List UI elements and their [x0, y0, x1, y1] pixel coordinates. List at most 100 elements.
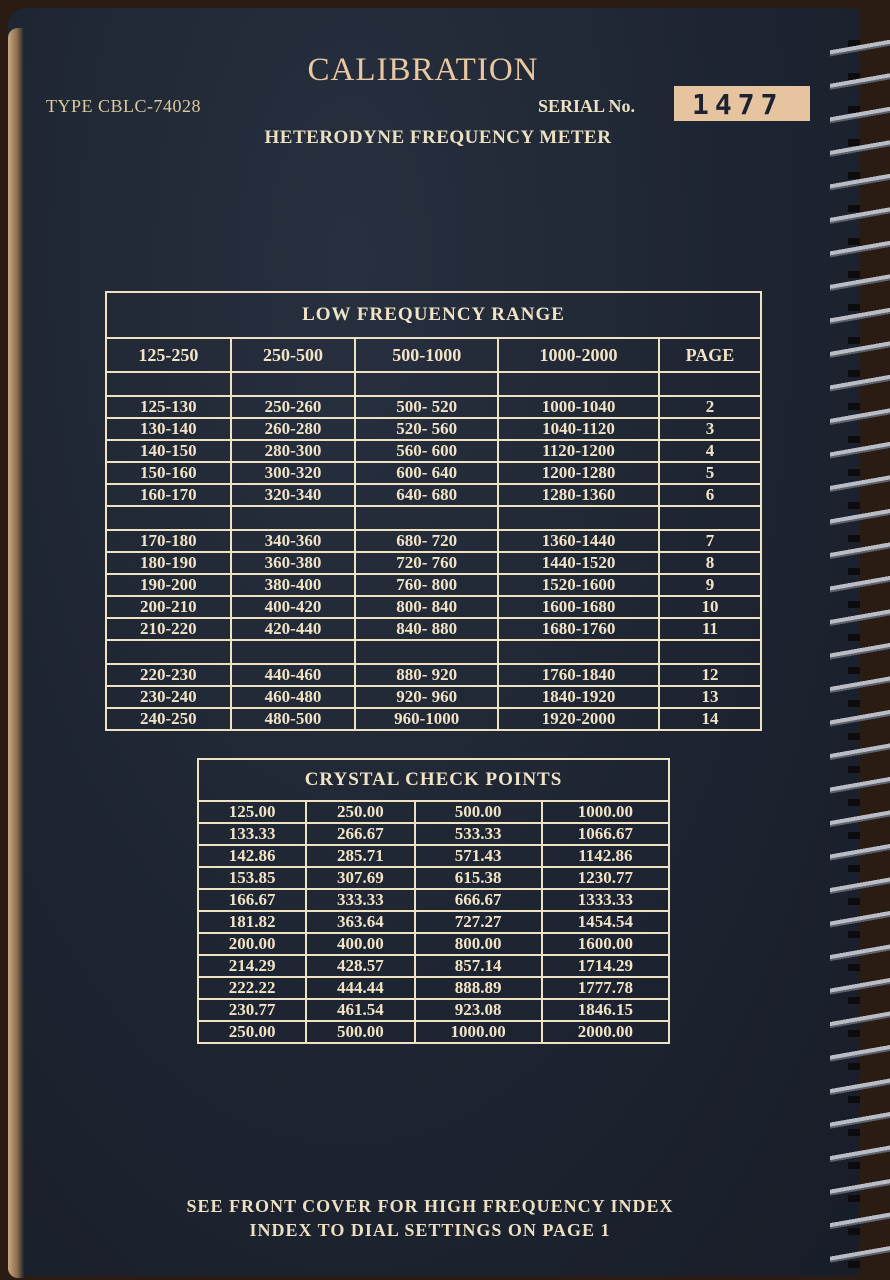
table-cell: 727.27: [413, 910, 543, 934]
empty-cell: [497, 639, 660, 665]
table-cell: 214.29: [196, 954, 308, 978]
table-cell: 10: [657, 595, 763, 619]
low-frequency-range-table: LOW FREQUENCY RANGE 125-250 250-500 500-10…: [105, 291, 763, 731]
table-row: 220-230 440-460 880- 920 1760-1840 12: [105, 663, 763, 687]
table-cell: 760- 800: [354, 573, 500, 597]
table-cell: 1000.00: [413, 1020, 543, 1044]
table-cell: 1066.67: [540, 822, 671, 846]
table-row: 150-160 300-320 600- 640 1200-1280 5: [105, 461, 763, 485]
table-cell: 1680-1760: [497, 617, 660, 641]
table-row: 230-240 460-480 920- 960 1840-1920 13: [105, 685, 763, 709]
table-cell: 500- 520: [354, 395, 500, 419]
column-header: 125-250: [105, 337, 232, 373]
table-cell: 130-140: [105, 417, 232, 441]
table-cell: 125-130: [105, 395, 232, 419]
table-cell: 1200-1280: [497, 461, 660, 485]
table-cell: 420-440: [229, 617, 357, 641]
type-label: TYPE CBLC-74028: [46, 96, 202, 116]
table-cell: 1000.00: [540, 800, 671, 824]
table-cell: 500.00: [305, 1020, 416, 1044]
table-cell: 400-420: [229, 595, 357, 619]
table-cell: 307.69: [305, 866, 416, 890]
table-row: 210-220 420-440 840- 880 1680-1760 11: [105, 617, 763, 641]
table-cell: 571.43: [413, 844, 543, 868]
table-row: 222.22 444.44 888.89 1777.78: [196, 976, 671, 1000]
table-cell: 533.33: [413, 822, 543, 846]
cover-edge: [8, 28, 24, 1278]
table-row: 140-150 280-300 560- 600 1120-1200 4: [105, 439, 763, 463]
table-row: 250.00 500.00 1000.00 2000.00: [196, 1020, 671, 1044]
table-cell: 222.22: [196, 976, 308, 1000]
table-row: 240-250 480-500 960-1000 1920-2000 14: [105, 707, 763, 731]
table-row: 160-170 320-340 640- 680 1280-1360 6: [105, 483, 763, 507]
table-row: 153.85 307.69 615.38 1230.77: [196, 866, 671, 890]
page-title: CALIBRATION: [307, 52, 539, 88]
table-cell: 1120-1200: [497, 439, 660, 463]
table-cell: 1142.86: [540, 844, 671, 868]
table-row: 200-210 400-420 800- 840 1600-1680 10: [105, 595, 763, 619]
table-cell: 1520-1600: [497, 573, 660, 597]
table-cell: 500.00: [413, 800, 543, 824]
table-cell: 8: [657, 551, 763, 575]
table-row: 125.00 250.00 500.00 1000.00: [196, 800, 671, 824]
table-cell: 440-460: [229, 663, 357, 687]
table-cell: 1333.33: [540, 888, 671, 912]
table-cell: 923.08: [413, 998, 543, 1022]
low-frequency-range-title: LOW FREQUENCY RANGE: [105, 291, 762, 339]
empty-cell: [229, 639, 357, 665]
table-cell: 2000.00: [540, 1020, 671, 1044]
table-row: 190-200 380-400 760- 800 1520-1600 9: [105, 573, 763, 597]
table-row: 130-140 260-280 520- 560 1040-1120 3: [105, 417, 763, 441]
table-cell: 200.00: [196, 932, 308, 956]
footer-line-2: INDEX TO DIAL SETTINGS ON PAGE 1: [249, 1220, 611, 1240]
empty-cell: [105, 639, 232, 665]
table-cell: 142.86: [196, 844, 308, 868]
column-header: PAGE: [657, 337, 763, 373]
table-cell: 888.89: [413, 976, 543, 1000]
table-cell: 520- 560: [354, 417, 500, 441]
subtitle: HETERODYNE FREQUENCY METER: [264, 127, 612, 148]
table-cell: 285.71: [305, 844, 416, 868]
table-cell: 1600.00: [540, 932, 671, 956]
table-cell: 615.38: [413, 866, 543, 890]
separator-row: [105, 639, 763, 665]
table-cell: 444.44: [305, 976, 416, 1000]
separator-row: [105, 371, 763, 397]
table-row: 200.00 400.00 800.00 1600.00: [196, 932, 671, 956]
table-cell: 400.00: [305, 932, 416, 956]
table-cell: 680- 720: [354, 529, 500, 553]
footer-line-1: SEE FRONT COVER FOR HIGH FREQUENCY INDEX: [186, 1196, 674, 1216]
table-cell: 340-360: [229, 529, 357, 553]
table-cell: 380-400: [229, 573, 357, 597]
table-cell: 1360-1440: [497, 529, 660, 553]
table-cell: 170-180: [105, 529, 232, 553]
table-cell: 4: [657, 439, 763, 463]
table-row: 142.86 285.71 571.43 1142.86: [196, 844, 671, 868]
table-cell: 300-320: [229, 461, 357, 485]
table-cell: 160-170: [105, 483, 232, 507]
table-cell: 3: [657, 417, 763, 441]
table-cell: 461.54: [305, 998, 416, 1022]
table-cell: 190-200: [105, 573, 232, 597]
table-cell: 266.67: [305, 822, 416, 846]
empty-cell: [105, 505, 232, 531]
table-cell: 133.33: [196, 822, 308, 846]
table-cell: 428.57: [305, 954, 416, 978]
table-cell: 1840-1920: [497, 685, 660, 709]
empty-cell: [497, 505, 660, 531]
table-cell: 880- 920: [354, 663, 500, 687]
table-cell: 960-1000: [354, 707, 500, 731]
table-cell: 6: [657, 483, 763, 507]
table-cell: 1777.78: [540, 976, 671, 1000]
table-cell: 9: [657, 573, 763, 597]
table-row: 166.67 333.33 666.67 1333.33: [196, 888, 671, 912]
serial-number: 1477: [692, 88, 784, 121]
table-cell: 230.77: [196, 998, 308, 1022]
table-cell: 250.00: [196, 1020, 308, 1044]
table-cell: 1920-2000: [497, 707, 660, 731]
table-cell: 280-300: [229, 439, 357, 463]
table-row: 170-180 340-360 680- 720 1360-1440 7: [105, 529, 763, 553]
table-cell: 260-280: [229, 417, 357, 441]
table-header-row: 125-250 250-500 500-1000 1000-2000 PAGE: [105, 337, 763, 373]
table-cell: 480-500: [229, 707, 357, 731]
